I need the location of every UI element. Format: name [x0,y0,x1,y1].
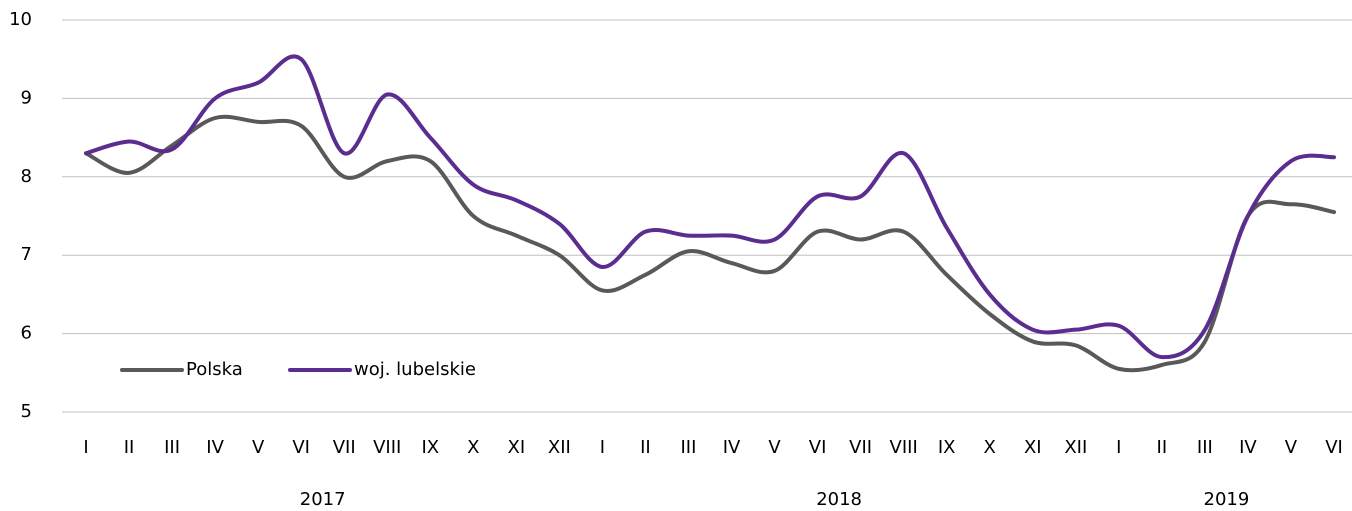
x-tick-label: VI [809,437,827,458]
x-tick-label: VI [292,437,310,458]
x-tick-label: I [1116,437,1121,458]
y-tick-label: 5 [21,401,32,422]
x-tick-label: V [252,437,265,458]
y-tick-label: 10 [9,9,32,30]
x-tick-label: VIII [373,437,401,458]
x-tick-label: I [600,437,605,458]
x-tick-label: X [984,437,996,458]
x-tick-label: VIII [890,437,918,458]
x-tick-label: XII [1064,437,1087,458]
x-tick-label: VII [333,437,356,458]
x-tick-label: III [164,437,180,458]
year-label: 2017 [300,489,346,510]
x-tick-label: IX [938,437,956,458]
x-tick-label: III [681,437,697,458]
x-tick-label: IX [421,437,439,458]
x-tick-label: I [83,437,88,458]
legend-label: Polska [186,359,243,380]
x-tick-label: VII [849,437,872,458]
x-tick-label: IV [1239,437,1257,458]
x-tick-label: VI [1325,437,1343,458]
y-tick-label: 6 [21,323,32,344]
x-tick-label: X [467,437,479,458]
x-tick-label: II [124,437,135,458]
x-tick-label: II [640,437,651,458]
y-tick-label: 9 [21,87,32,108]
x-tick-label: XI [1024,437,1042,458]
x-tick-label: V [768,437,781,458]
line [84,54,1336,360]
x-tick-label: XII [548,437,571,458]
x-tick-label: IV [723,437,741,458]
x-tick-label: III [1197,437,1213,458]
year-label: 2019 [1204,489,1250,510]
year-label: 2018 [816,489,862,510]
x-tick-label: XI [508,437,526,458]
x-tick-label: V [1285,437,1298,458]
y-tick-label: 7 [21,244,32,265]
x-tick-label: IV [206,437,224,458]
line [84,114,1336,373]
y-tick-label: 8 [21,166,32,187]
x-tick-label: II [1157,437,1168,458]
legend-label: woj. lubelskie [354,359,476,380]
